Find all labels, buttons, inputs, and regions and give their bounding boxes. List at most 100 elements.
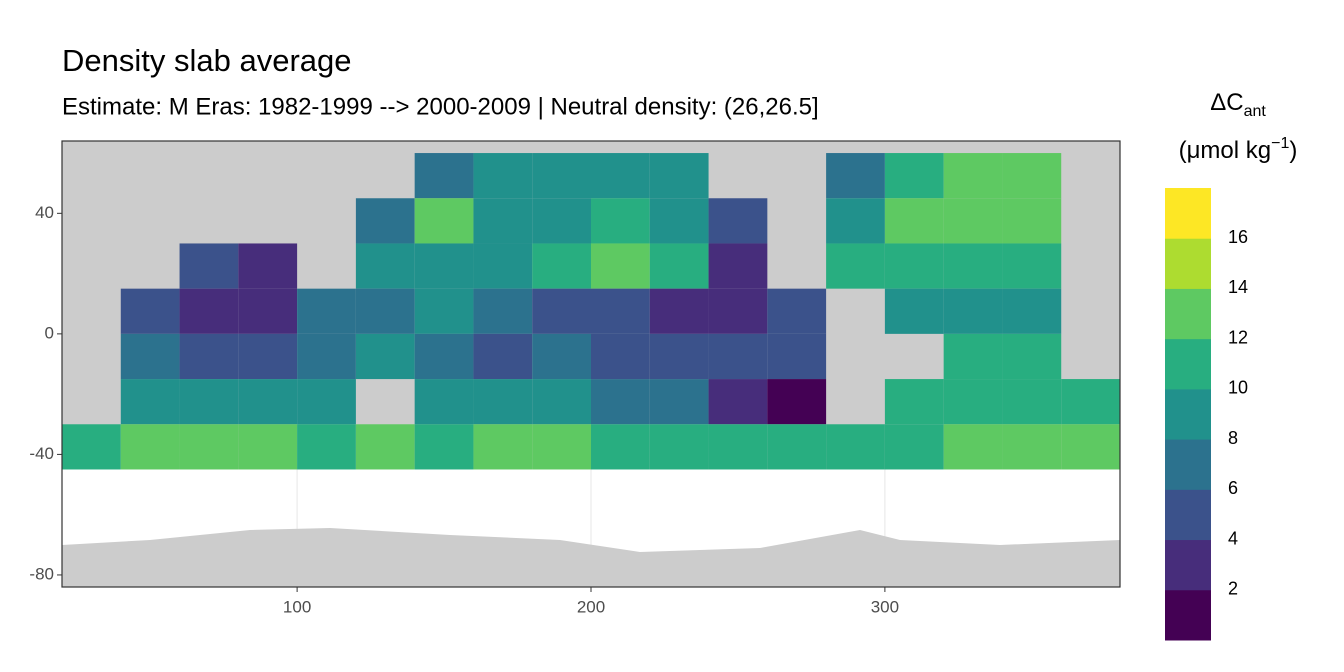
raster-cell: [414, 424, 474, 470]
raster-cell: [767, 379, 827, 425]
raster-cell: [826, 424, 885, 470]
raster-cell: [120, 288, 180, 334]
raster-cell: [355, 288, 415, 334]
raster-cell: [826, 153, 885, 199]
raster-cell: [238, 243, 298, 289]
raster-cell: [591, 379, 650, 425]
legend-title: ΔCant: [1210, 89, 1266, 120]
legend-label: 10: [1228, 378, 1248, 398]
raster-cell: [884, 198, 944, 244]
raster-cell: [943, 379, 1003, 425]
y-tick-label: -40: [29, 444, 54, 463]
raster-cell: [532, 198, 591, 244]
raster-cell: [1061, 424, 1120, 470]
raster-cell: [179, 333, 239, 380]
legend-swatch: [1165, 539, 1211, 591]
raster-cell: [943, 333, 1003, 380]
raster-cell: [649, 288, 709, 334]
raster-cell: [767, 333, 827, 380]
raster-cell: [1002, 153, 1062, 199]
raster-cell: [355, 198, 415, 244]
raster-cell: [708, 288, 768, 334]
raster-cell: [355, 424, 415, 470]
raster-cell: [179, 243, 239, 289]
raster-cell: [473, 333, 533, 380]
legend-swatch: [1165, 288, 1211, 340]
raster-cell: [355, 333, 415, 380]
raster-cell: [649, 153, 709, 199]
y-tick-label: 0: [45, 323, 54, 342]
raster-cell: [649, 243, 709, 289]
legend-unit-sup: −1: [1271, 135, 1289, 152]
raster-cell: [414, 243, 474, 289]
legend-unit-main: (μmol kg: [1179, 137, 1272, 164]
raster-cell: [532, 243, 591, 289]
raster-cell: [1061, 379, 1120, 425]
raster-cell: [179, 424, 239, 470]
raster-cell: [238, 424, 298, 470]
raster-cell: [179, 379, 239, 425]
x-tick-label: 200: [577, 597, 605, 616]
raster-cell: [414, 333, 474, 380]
legend-swatch: [1165, 388, 1211, 440]
raster-cell: [884, 243, 944, 289]
raster-cell: [884, 153, 944, 199]
raster-cell: [179, 288, 239, 334]
legend-unit: (μmol kg−1): [1179, 135, 1298, 164]
legend-swatch: [1165, 338, 1211, 390]
raster-cell: [473, 153, 533, 199]
raster-cell: [532, 288, 591, 334]
raster-cell: [1002, 243, 1062, 289]
raster-cell: [238, 288, 298, 334]
legend-label: 8: [1228, 428, 1238, 448]
raster-cell: [414, 153, 474, 199]
raster-cell: [297, 424, 356, 470]
raster-cell: [1002, 424, 1062, 470]
raster-cell: [591, 198, 650, 244]
raster-cell: [532, 333, 591, 380]
legend-label: 4: [1228, 528, 1238, 548]
legend-title-sub: ant: [1244, 103, 1267, 120]
raster-cell: [708, 333, 768, 380]
y-tick-label: -80: [29, 564, 54, 583]
legend-swatch: [1165, 489, 1211, 541]
raster-cell: [238, 333, 298, 380]
raster-cell: [649, 333, 709, 380]
raster-cell: [649, 198, 709, 244]
raster-cell: [591, 424, 650, 470]
legend-swatch: [1165, 238, 1211, 289]
raster-cell: [297, 379, 356, 425]
raster-cell: [649, 379, 709, 425]
legend-label: 16: [1228, 227, 1248, 247]
raster-cell: [473, 288, 533, 334]
raster-cell: [238, 379, 298, 425]
raster-cell: [120, 333, 180, 380]
raster-cell: [943, 153, 1003, 199]
x-tick-label: 100: [283, 597, 311, 616]
y-tick-label: 40: [35, 203, 54, 222]
raster-cell: [473, 424, 533, 470]
raster-cell: [473, 198, 533, 244]
raster-cell: [708, 198, 768, 244]
raster-cell: [473, 243, 533, 289]
raster-cell: [62, 424, 121, 470]
legend-label: 14: [1228, 277, 1248, 297]
raster-cell: [708, 379, 768, 425]
raster-cell: [591, 153, 650, 199]
raster-cell: [826, 198, 885, 244]
chart-subtitle: Estimate: M Eras: 1982-1999 --> 2000-200…: [62, 93, 819, 120]
raster-cell: [120, 379, 180, 425]
raster-cell: [884, 424, 944, 470]
raster-cell: [1002, 198, 1062, 244]
raster-cell: [1002, 288, 1062, 334]
raster-cell: [884, 288, 944, 334]
x-tick-label: 300: [871, 597, 899, 616]
raster-cell: [297, 288, 356, 334]
raster-cell: [355, 243, 415, 289]
legend-label: 2: [1228, 579, 1238, 599]
legend-label: 6: [1228, 478, 1238, 498]
raster-cell: [532, 424, 591, 470]
raster-cell: [884, 379, 944, 425]
raster-cell: [591, 288, 650, 334]
